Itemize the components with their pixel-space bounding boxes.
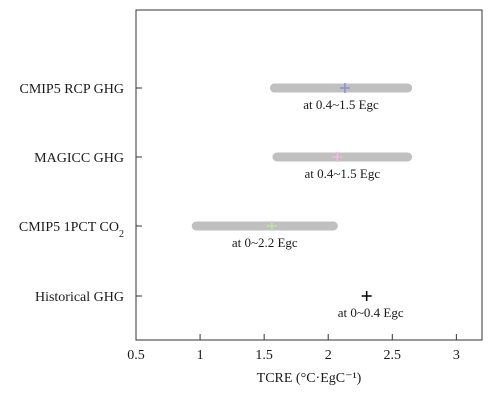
x-tick-label: 2.5: [384, 348, 402, 363]
x-axis-label: TCRE (°C·EgC⁻¹): [257, 371, 362, 386]
x-axis-ticks: 0.5 1 1.5 2 2.5 3: [127, 334, 460, 363]
range-annotation: at 0.4~1.5 Egc: [303, 97, 379, 112]
x-tick-label: 2: [325, 348, 332, 363]
x-tick-label: 1: [197, 348, 204, 363]
category-label: Historical GHG: [35, 290, 124, 305]
x-tick-label: 0.5: [127, 348, 145, 363]
range-annotation: at 0~2.2 Egc: [232, 235, 298, 250]
center-marker: [266, 221, 277, 231]
category-label: CMIP5 RCP GHG: [19, 82, 124, 97]
x-tick-label: 1.5: [255, 348, 273, 363]
center-marker: [361, 291, 372, 301]
category-label: CMIP5 1PCT CO2: [19, 220, 124, 240]
category-label: MAGICC GHG: [34, 151, 124, 166]
center-marker: [332, 152, 343, 162]
plot-frame: [135, 9, 483, 341]
x-tick-label: 3: [453, 348, 460, 363]
range-annotation: at 0.4~1.5 Egc: [304, 166, 380, 181]
center-marker: [339, 83, 350, 93]
chart-rows: CMIP5 RCP GHG at 0.4~1.5 Egc MAGICC GHG at …: [19, 82, 413, 320]
range-annotation: at 0~0.4 Egc: [338, 305, 404, 320]
